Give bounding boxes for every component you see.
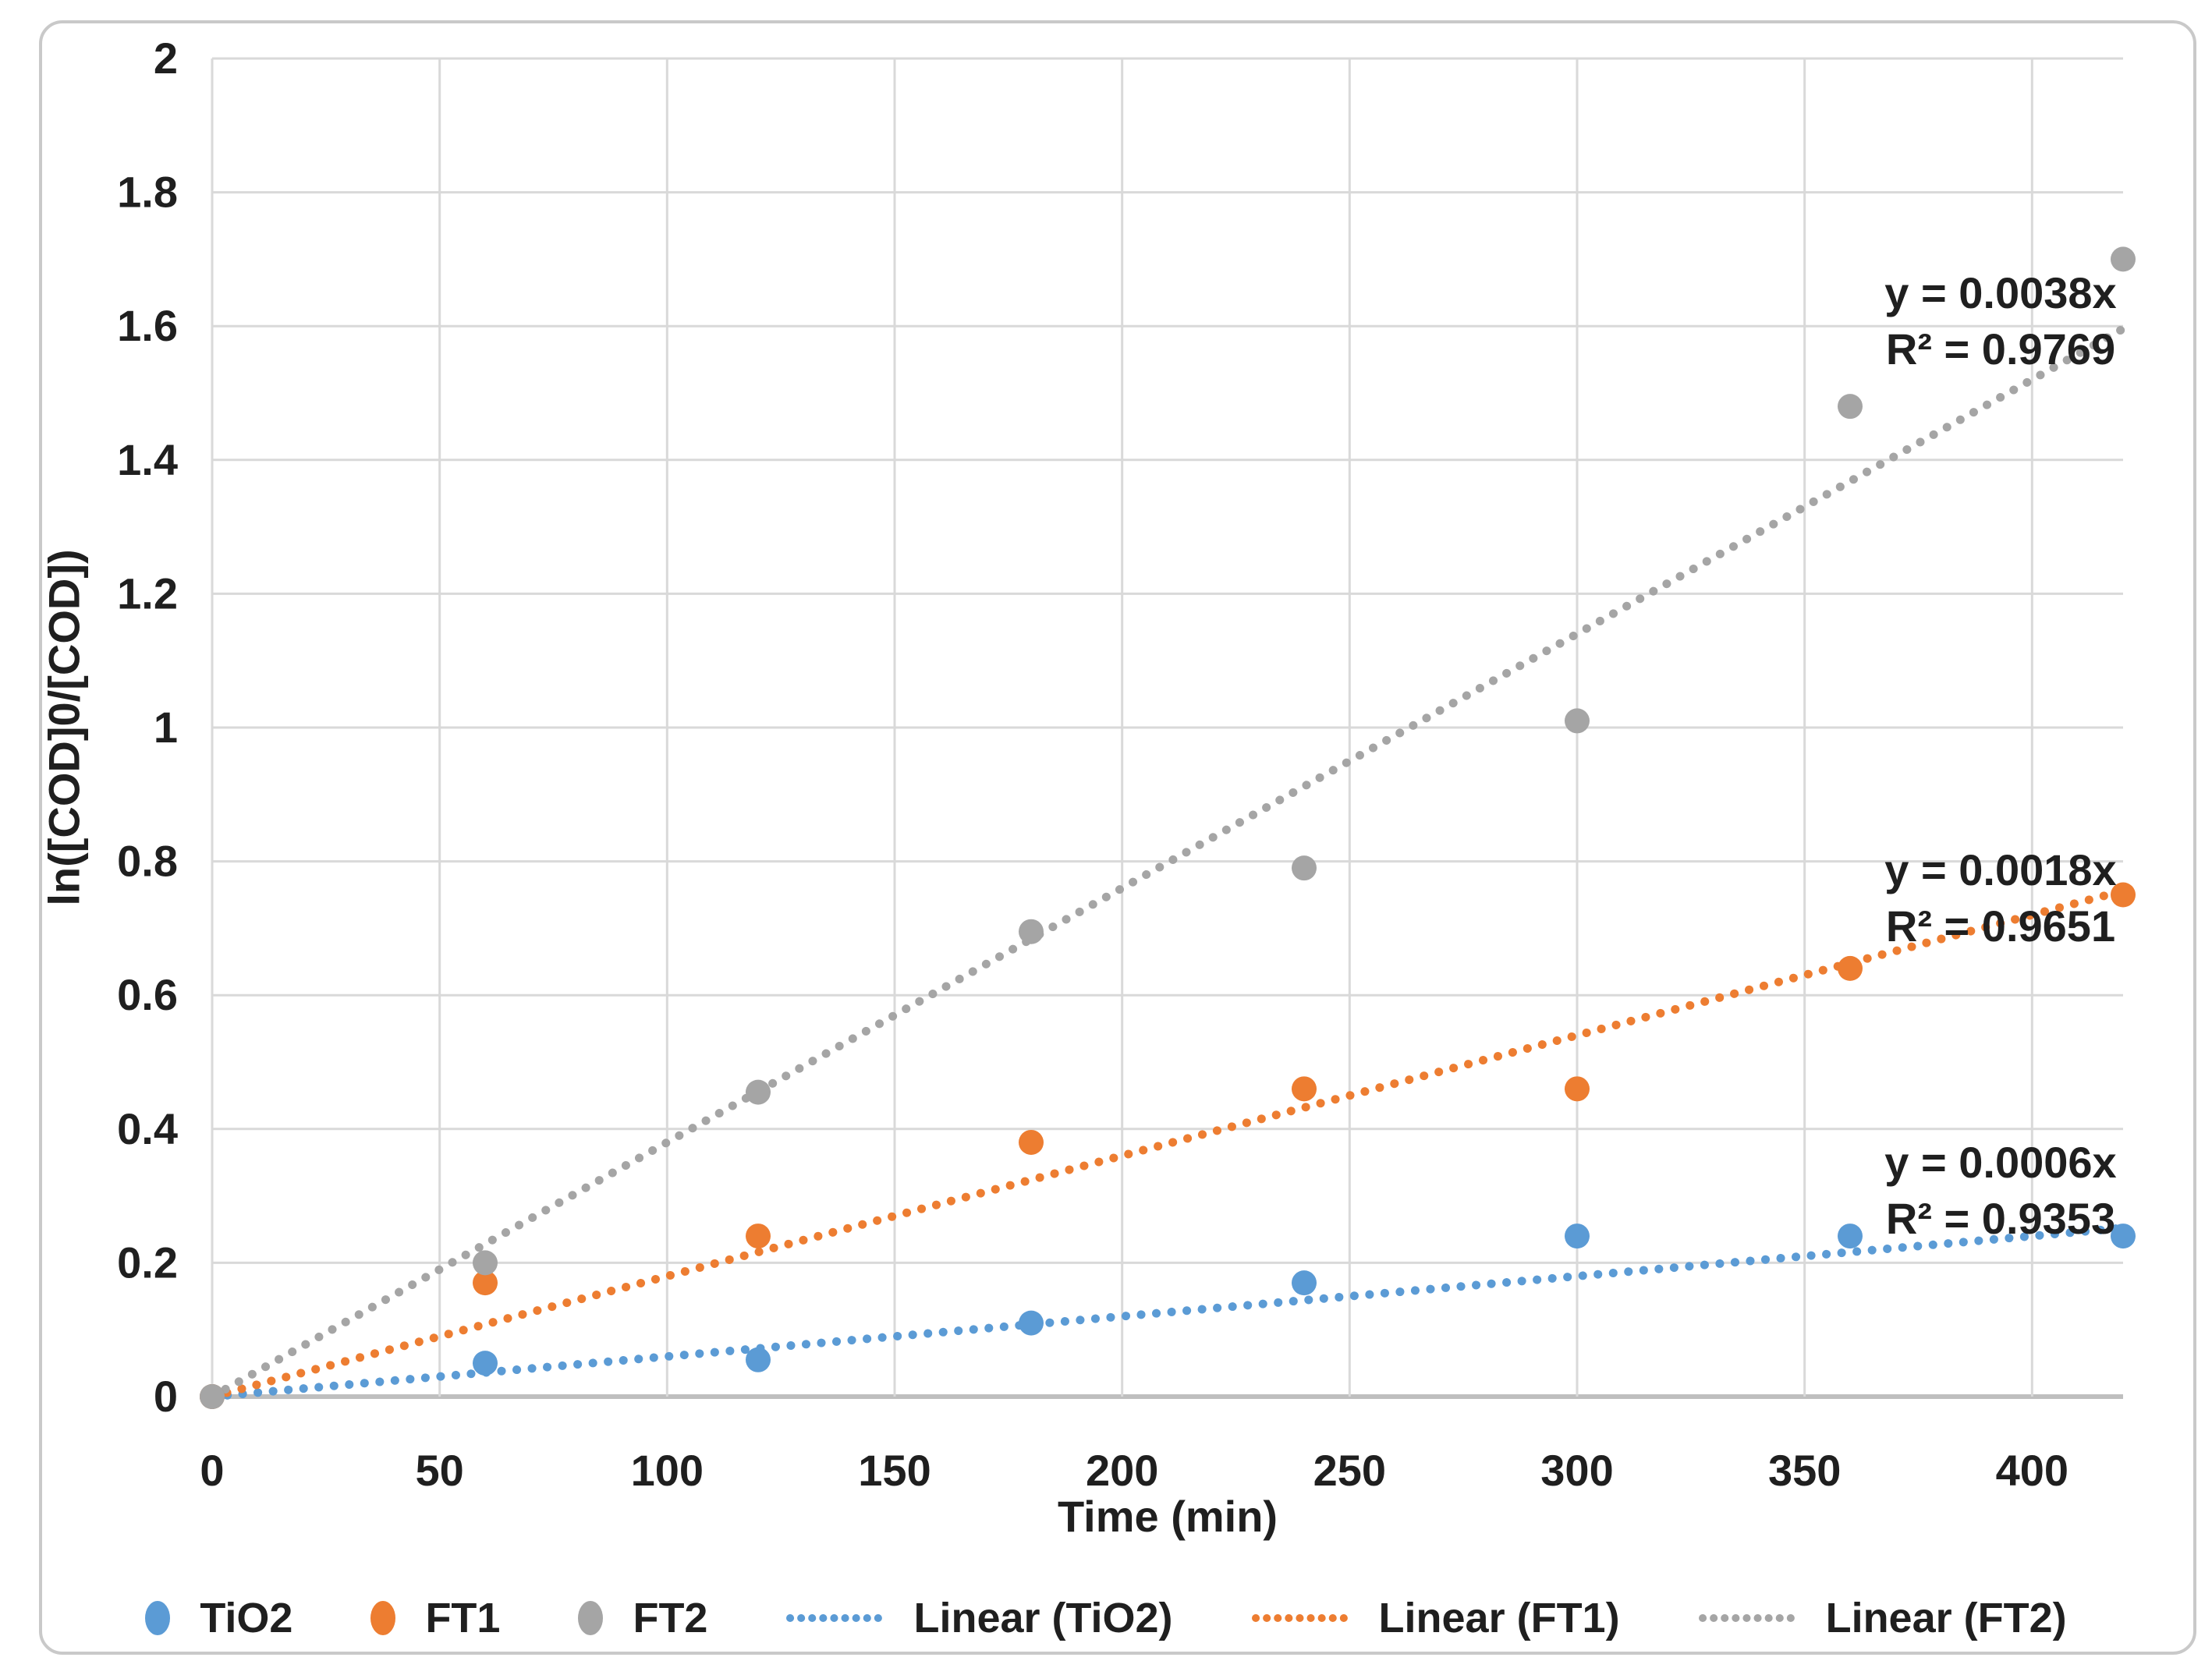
x-tick-label: 100 [631, 1446, 704, 1495]
data-point-ft2 [1019, 919, 1044, 944]
data-point-tio2 [1292, 1270, 1317, 1296]
data-point-ft1 [473, 1270, 498, 1296]
x-tick-label: 150 [858, 1446, 931, 1495]
x-tick-label: 0 [200, 1446, 224, 1495]
data-point-ft2 [1565, 708, 1590, 734]
trendline-equation-ft2: y = 0.0038x [1884, 268, 2116, 317]
y-tick-label: 0 [154, 1372, 178, 1421]
data-point-ft2 [746, 1079, 771, 1105]
y-tick-label: 2 [154, 34, 178, 83]
legend-marker-icon [145, 1601, 171, 1635]
y-tick-label: 0.2 [117, 1238, 178, 1287]
trendline-r2-ft2: R² = 0.9769 [1886, 324, 2115, 374]
y-tick-label: 0.8 [117, 837, 178, 886]
data-point-ft1 [2111, 882, 2136, 908]
legend-item-linear-tio2: Linear (TiO2) [785, 1594, 1173, 1642]
trendline-ft1 [207, 886, 2128, 1401]
x-tick-label: 250 [1313, 1446, 1386, 1495]
y-tick-label: 1.2 [117, 568, 178, 618]
chart-legend: TiO2 FT1 FT2 Linear (TiO2) Linear (FT1) Linea… [0, 1583, 2212, 1653]
legend-dotted-line-icon [1698, 1614, 1795, 1622]
legend-label: TiO2 [200, 1595, 293, 1641]
legend-label: Linear (FT2) [1825, 1595, 2067, 1641]
legend-item-linear-ft2: Linear (FT2) [1698, 1594, 2067, 1642]
data-point-tio2 [2111, 1223, 2136, 1249]
y-tick-label: 1.8 [117, 168, 178, 217]
y-tick-label: 1 [154, 703, 178, 752]
legend-item-ft2: FT2 [578, 1594, 707, 1642]
legend-label: Linear (FT1) [1378, 1595, 1620, 1641]
data-point-tio2 [1565, 1223, 1590, 1249]
trendline-equation-tio2: y = 0.0006x [1884, 1138, 2116, 1187]
data-point-tio2 [1019, 1310, 1044, 1336]
legend-label: FT1 [425, 1595, 501, 1641]
data-point-ft1 [1838, 955, 1863, 981]
x-tick-label: 50 [416, 1446, 464, 1495]
trendline-r2-ft1: R² = 0.9651 [1886, 901, 2115, 951]
data-point-ft2 [1838, 394, 1863, 420]
legend-item-linear-ft1: Linear (FT1) [1251, 1594, 1620, 1642]
legend-label: FT2 [633, 1595, 708, 1641]
legend-dotted-line-icon [786, 1614, 884, 1622]
trendline-r2-tio2: R² = 0.9353 [1886, 1194, 2115, 1243]
x-axis-title: Time (min) [1057, 1492, 1278, 1541]
y-tick-label: 1.4 [117, 435, 178, 484]
legend-item-tio2: TiO2 [145, 1594, 292, 1642]
y-axis-title: ln([COD]0/[COD]) [39, 549, 89, 906]
data-point-ft1 [1292, 1076, 1317, 1102]
data-point-ft2 [2111, 246, 2136, 272]
data-point-tio2 [1838, 1223, 1863, 1249]
data-point-tio2 [473, 1351, 498, 1376]
y-tick-label: 0.6 [117, 970, 178, 1019]
data-point-ft1 [746, 1223, 771, 1249]
x-tick-label: 200 [1086, 1446, 1158, 1495]
data-point-ft2 [200, 1384, 225, 1409]
trendline-ft2 [207, 324, 2128, 1401]
data-point-ft2 [473, 1250, 498, 1276]
legend-marker-icon [370, 1601, 396, 1635]
legend-label: Linear (TiO2) [913, 1595, 1173, 1641]
x-tick-label: 400 [1996, 1446, 2068, 1495]
x-tick-label: 350 [1768, 1446, 1841, 1495]
trendline-equation-ft1: y = 0.0018x [1884, 845, 2116, 894]
legend-item-ft1: FT1 [370, 1594, 500, 1642]
data-point-tio2 [746, 1347, 771, 1372]
data-point-ft1 [1565, 1076, 1590, 1102]
trendline-tio2 [207, 1223, 2128, 1401]
data-point-ft2 [1292, 855, 1317, 881]
y-tick-label: 0.4 [117, 1104, 178, 1153]
y-tick-label: 1.6 [117, 301, 178, 350]
legend-marker-icon [578, 1601, 604, 1635]
x-tick-label: 300 [1540, 1446, 1613, 1495]
legend-dotted-line-icon [1251, 1614, 1349, 1622]
data-point-ft1 [1019, 1129, 1044, 1155]
